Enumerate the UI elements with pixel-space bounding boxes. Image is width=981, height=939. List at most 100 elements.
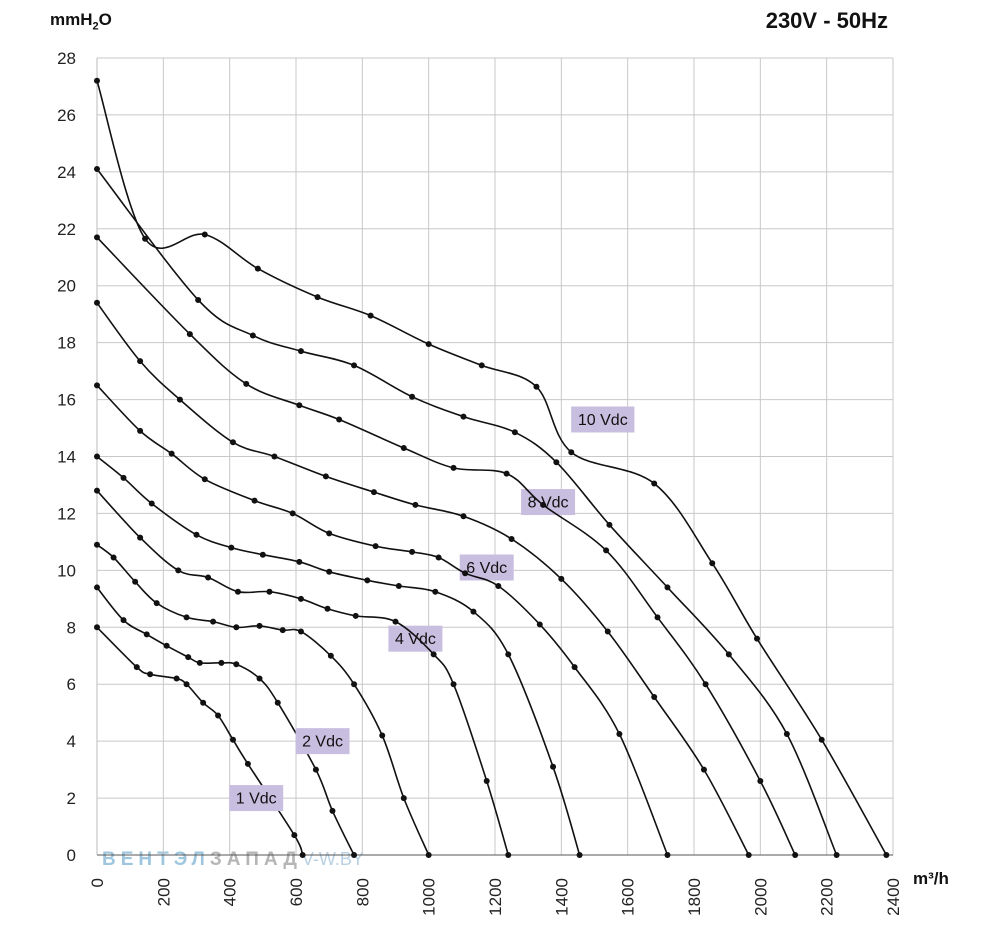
x-tick-label: 1600 [619,878,638,916]
data-point [297,595,304,602]
y-tick-label: 14 [57,448,76,467]
data-point [94,584,100,591]
data-point [432,588,439,595]
data-point [185,654,192,661]
y-tick-label: 12 [57,504,76,523]
series-line [96,490,510,856]
series-label-box [295,728,350,755]
data-point [324,605,331,612]
data-point [173,675,180,682]
y-tick-label: 0 [67,846,76,865]
data-point [229,439,236,446]
data-point [94,487,100,494]
series-10-vdc: 10 Vdc [94,382,671,858]
data-point [233,624,240,631]
data-point [205,574,212,581]
data-point [412,501,419,508]
x-tick-label: 2400 [884,878,903,916]
data-point [196,659,203,666]
data-point [271,453,278,460]
data-point [94,77,100,84]
data-point [120,617,127,624]
data-point [229,736,236,743]
data-point [153,600,160,607]
data-point [425,341,432,348]
series-label-box [571,406,635,433]
data-point [745,852,752,858]
data-point [409,548,416,555]
series-label: 8 Vdc [528,495,569,512]
data-point [183,681,190,688]
series-2-vdc: 2 Vdc [94,584,358,858]
data-point [147,671,154,678]
data-point [314,294,321,301]
y-tick-label: 22 [57,220,76,239]
y-unit-tail: O [98,10,112,29]
y-tick-label: 24 [57,163,76,182]
watermark-part1: ВЕНТЭЛ [102,849,210,870]
data-point [94,453,100,460]
x-tick-label: 2000 [751,878,770,916]
series-curve-8 [94,234,799,858]
chart-subtitle: 230V - 50Hz [765,8,888,33]
data-point [297,348,304,355]
data-point [495,583,502,590]
x-tick-label: 1200 [486,878,505,916]
series-label-box [229,785,284,812]
watermark-part3: V-W.BY [301,849,364,869]
data-point [110,554,117,561]
data-point [792,852,799,858]
data-point [558,575,565,582]
data-point [142,235,149,242]
data-point [234,588,241,595]
data-point [550,763,557,770]
series-label: 10 Vdc [578,412,628,429]
data-point [336,416,343,423]
data-point [571,664,578,671]
series-4-vdc: 4 Vdc [94,541,443,858]
data-point [326,530,333,537]
data-point [312,766,319,773]
data-point [702,681,709,688]
data-point [132,578,139,585]
series-6-vdc: 6 Vdc [94,487,514,858]
data-point [568,449,575,456]
data-point [364,577,371,584]
data-point [725,651,732,658]
data-point [274,699,281,706]
data-point [266,588,273,595]
data-point [508,536,515,543]
data-point [450,464,457,471]
y-tick-label: 10 [57,561,76,580]
data-point [400,795,407,802]
series-line [96,384,669,856]
data-point [94,234,100,241]
data-point [430,651,437,658]
data-point [367,312,374,319]
series-curve-9 [94,166,840,858]
data-point [553,459,560,466]
data-point [478,362,485,369]
data-point [228,544,235,551]
data-point [94,624,100,631]
data-point [215,712,222,719]
series-curve-10 [94,77,890,858]
data-point [425,852,432,858]
x-axis-unit: m³/h [913,869,949,888]
data-point [326,568,333,575]
data-point [94,166,100,173]
data-point [536,621,543,628]
series-curve-7 [94,299,752,858]
y-tick-label: 28 [57,49,76,68]
y-tick-label: 6 [67,675,76,694]
data-point [279,627,286,634]
data-point [400,444,407,451]
data-point [435,554,442,561]
data-point [470,608,477,615]
y-tick-label: 4 [67,732,76,751]
x-tick-label: 1800 [685,878,704,916]
data-point [195,296,202,303]
data-point [329,807,336,814]
data-point [604,628,611,635]
data-point [218,659,225,666]
